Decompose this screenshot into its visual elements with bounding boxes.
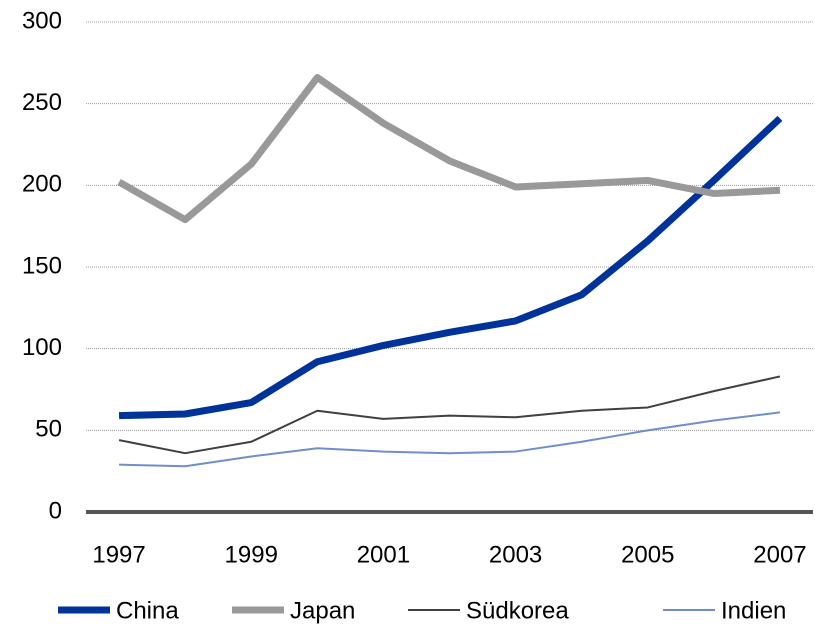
x-tick-label: 2007 [753, 541, 806, 568]
legend-label: Japan [290, 597, 355, 624]
y-tick-label: 50 [35, 416, 62, 443]
x-tick-label: 1997 [92, 541, 145, 568]
x-tick-label: 2001 [357, 541, 410, 568]
legend-label: Indien [721, 597, 786, 624]
y-tick-label: 200 [22, 171, 62, 198]
x-tick-label: 2005 [621, 541, 674, 568]
line-series [118, 375, 781, 455]
y-tick-label: 0 [49, 497, 62, 524]
x-tick-label: 1999 [225, 541, 278, 568]
y-tick-label: 300 [22, 7, 62, 34]
line-series [119, 411, 781, 468]
y-tick-label: 100 [22, 334, 62, 361]
y-tick-label: 250 [22, 89, 62, 116]
y-tick-label: 150 [22, 252, 62, 279]
line-series [118, 115, 783, 420]
line-series [117, 74, 781, 224]
legend-label: China [116, 597, 179, 624]
x-tick-label: 2003 [489, 541, 542, 568]
legend-label: Südkorea [466, 597, 569, 624]
